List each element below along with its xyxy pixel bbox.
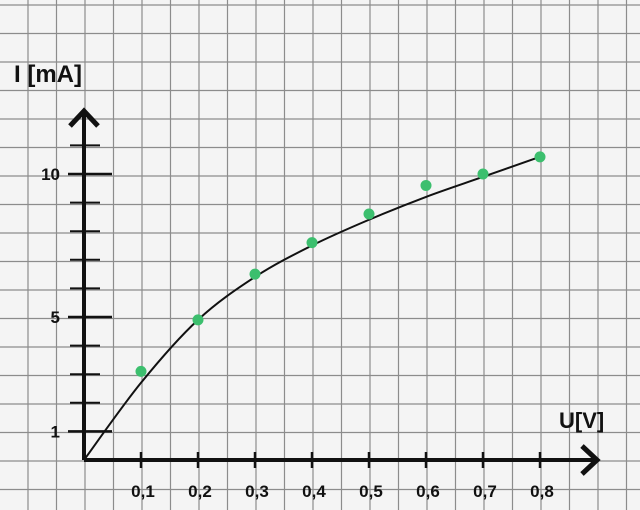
x-tick-label: 0,1 (131, 482, 155, 501)
x-axis-arrowhead (580, 444, 601, 476)
axis-ticks: 1 5 10 0,1 0,2 0,3 0,4 0,5 0,6 0,7 0,8 (41, 144, 554, 501)
x-tick-label: 0,3 (245, 482, 269, 501)
data-point (534, 151, 546, 163)
fit-curve (83, 155, 541, 461)
x-axis-label: U[V] (559, 408, 604, 433)
x-tick-label: 0,6 (416, 482, 440, 501)
x-tick-label: 0,4 (302, 482, 326, 501)
data-point (477, 168, 489, 180)
x-tick-label: 0,5 (359, 482, 383, 501)
y-tick-label: 10 (41, 165, 60, 184)
y-tick-label: 1 (51, 422, 60, 441)
data-point (306, 237, 318, 249)
data-point (420, 179, 432, 191)
x-tick-label: 0,7 (473, 482, 497, 501)
x-tick-label: 0,8 (530, 482, 554, 501)
data-point (135, 365, 147, 377)
y-axis-label: I [mA] (14, 61, 82, 88)
data-point (249, 268, 261, 280)
data-point (192, 314, 204, 326)
data-point (363, 208, 375, 220)
y-tick-label: 5 (51, 308, 60, 327)
x-tick-label: 0,2 (188, 482, 212, 501)
data-points (135, 151, 546, 377)
y-axis-arrowhead (68, 107, 100, 128)
